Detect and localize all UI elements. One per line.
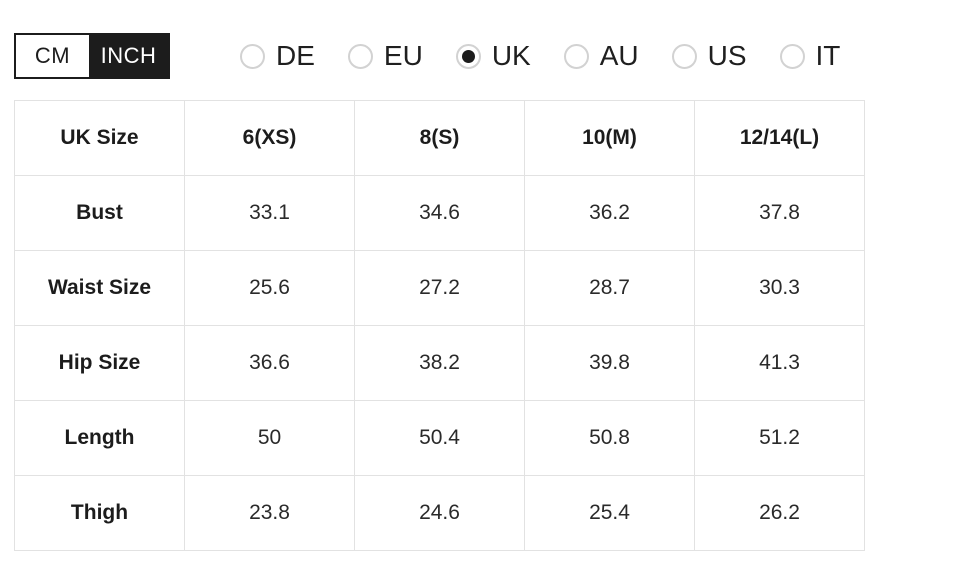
- region-option-uk[interactable]: UK: [455, 40, 531, 72]
- region-option-de[interactable]: DE: [240, 40, 315, 72]
- radio-icon: [455, 43, 481, 69]
- row-header: Waist Size: [14, 250, 185, 326]
- table-cell: 38.2: [354, 325, 525, 401]
- table-cell: 36.6: [184, 325, 355, 401]
- table-cell: 36.2: [524, 175, 695, 251]
- table-cell: 33.1: [184, 175, 355, 251]
- table-cell: 50: [184, 400, 355, 476]
- region-radio-group: DE EU UK AU US IT: [240, 40, 840, 72]
- table-row: Bust 33.1 34.6 36.2 37.8: [14, 175, 865, 251]
- region-option-au[interactable]: AU: [563, 40, 639, 72]
- table-cell: 24.6: [354, 475, 525, 551]
- size-chart-toolbar: CM INCH DE EU UK AU US: [14, 33, 954, 79]
- table-cell: 25.4: [524, 475, 695, 551]
- table-row: Thigh 23.8 24.6 25.4 26.2: [14, 475, 865, 551]
- column-header: 8(S): [354, 100, 525, 176]
- table-row: Waist Size 25.6 27.2 28.7 30.3: [14, 250, 865, 326]
- region-option-us[interactable]: US: [671, 40, 747, 72]
- row-header: Bust: [14, 175, 185, 251]
- table-row: Hip Size 36.6 38.2 39.8 41.3: [14, 325, 865, 401]
- table-cell: 25.6: [184, 250, 355, 326]
- table-cell: 51.2: [694, 400, 865, 476]
- radio-icon: [347, 43, 373, 69]
- region-label: DE: [276, 40, 315, 71]
- row-header: Thigh: [14, 475, 185, 551]
- column-header: 12/14(L): [694, 100, 865, 176]
- table-cell: 28.7: [524, 250, 695, 326]
- table-cell: 50.8: [524, 400, 695, 476]
- radio-icon: [563, 43, 589, 69]
- table-row: Length 50 50.4 50.8 51.2: [14, 400, 865, 476]
- row-header: Hip Size: [14, 325, 185, 401]
- radio-icon: [779, 43, 805, 69]
- table-cell: 37.8: [694, 175, 865, 251]
- region-option-it[interactable]: IT: [779, 40, 841, 72]
- size-chart-panel: CM INCH DE EU UK AU US: [0, 33, 954, 582]
- table-cell: 26.2: [694, 475, 865, 551]
- radio-icon: [240, 43, 265, 69]
- column-header: 10(M): [524, 100, 695, 176]
- table-cell: 50.4: [354, 400, 525, 476]
- region-label: AU: [599, 40, 639, 71]
- size-table: UK Size 6(XS) 8(S) 10(M) 12/14(L) Bust 3…: [14, 100, 865, 551]
- table-cell: 34.6: [354, 175, 525, 251]
- unit-inch-button[interactable]: INCH: [89, 35, 168, 77]
- table-cell: 39.8: [524, 325, 695, 401]
- region-label: UK: [491, 40, 531, 71]
- row-header: Length: [14, 400, 185, 476]
- region-label: IT: [815, 40, 841, 71]
- region-option-eu[interactable]: EU: [347, 40, 423, 72]
- table-header-row: UK Size 6(XS) 8(S) 10(M) 12/14(L): [14, 100, 865, 176]
- region-label: US: [707, 40, 747, 71]
- table-cell: 41.3: [694, 325, 865, 401]
- table-cell: 30.3: [694, 250, 865, 326]
- table-cell: 23.8: [184, 475, 355, 551]
- region-label: EU: [383, 40, 423, 71]
- unit-cm-button[interactable]: CM: [16, 35, 89, 77]
- column-header: UK Size: [14, 100, 185, 176]
- unit-toggle: CM INCH: [14, 33, 170, 79]
- table-cell: 27.2: [354, 250, 525, 326]
- radio-icon: [671, 43, 697, 69]
- column-header: 6(XS): [184, 100, 355, 176]
